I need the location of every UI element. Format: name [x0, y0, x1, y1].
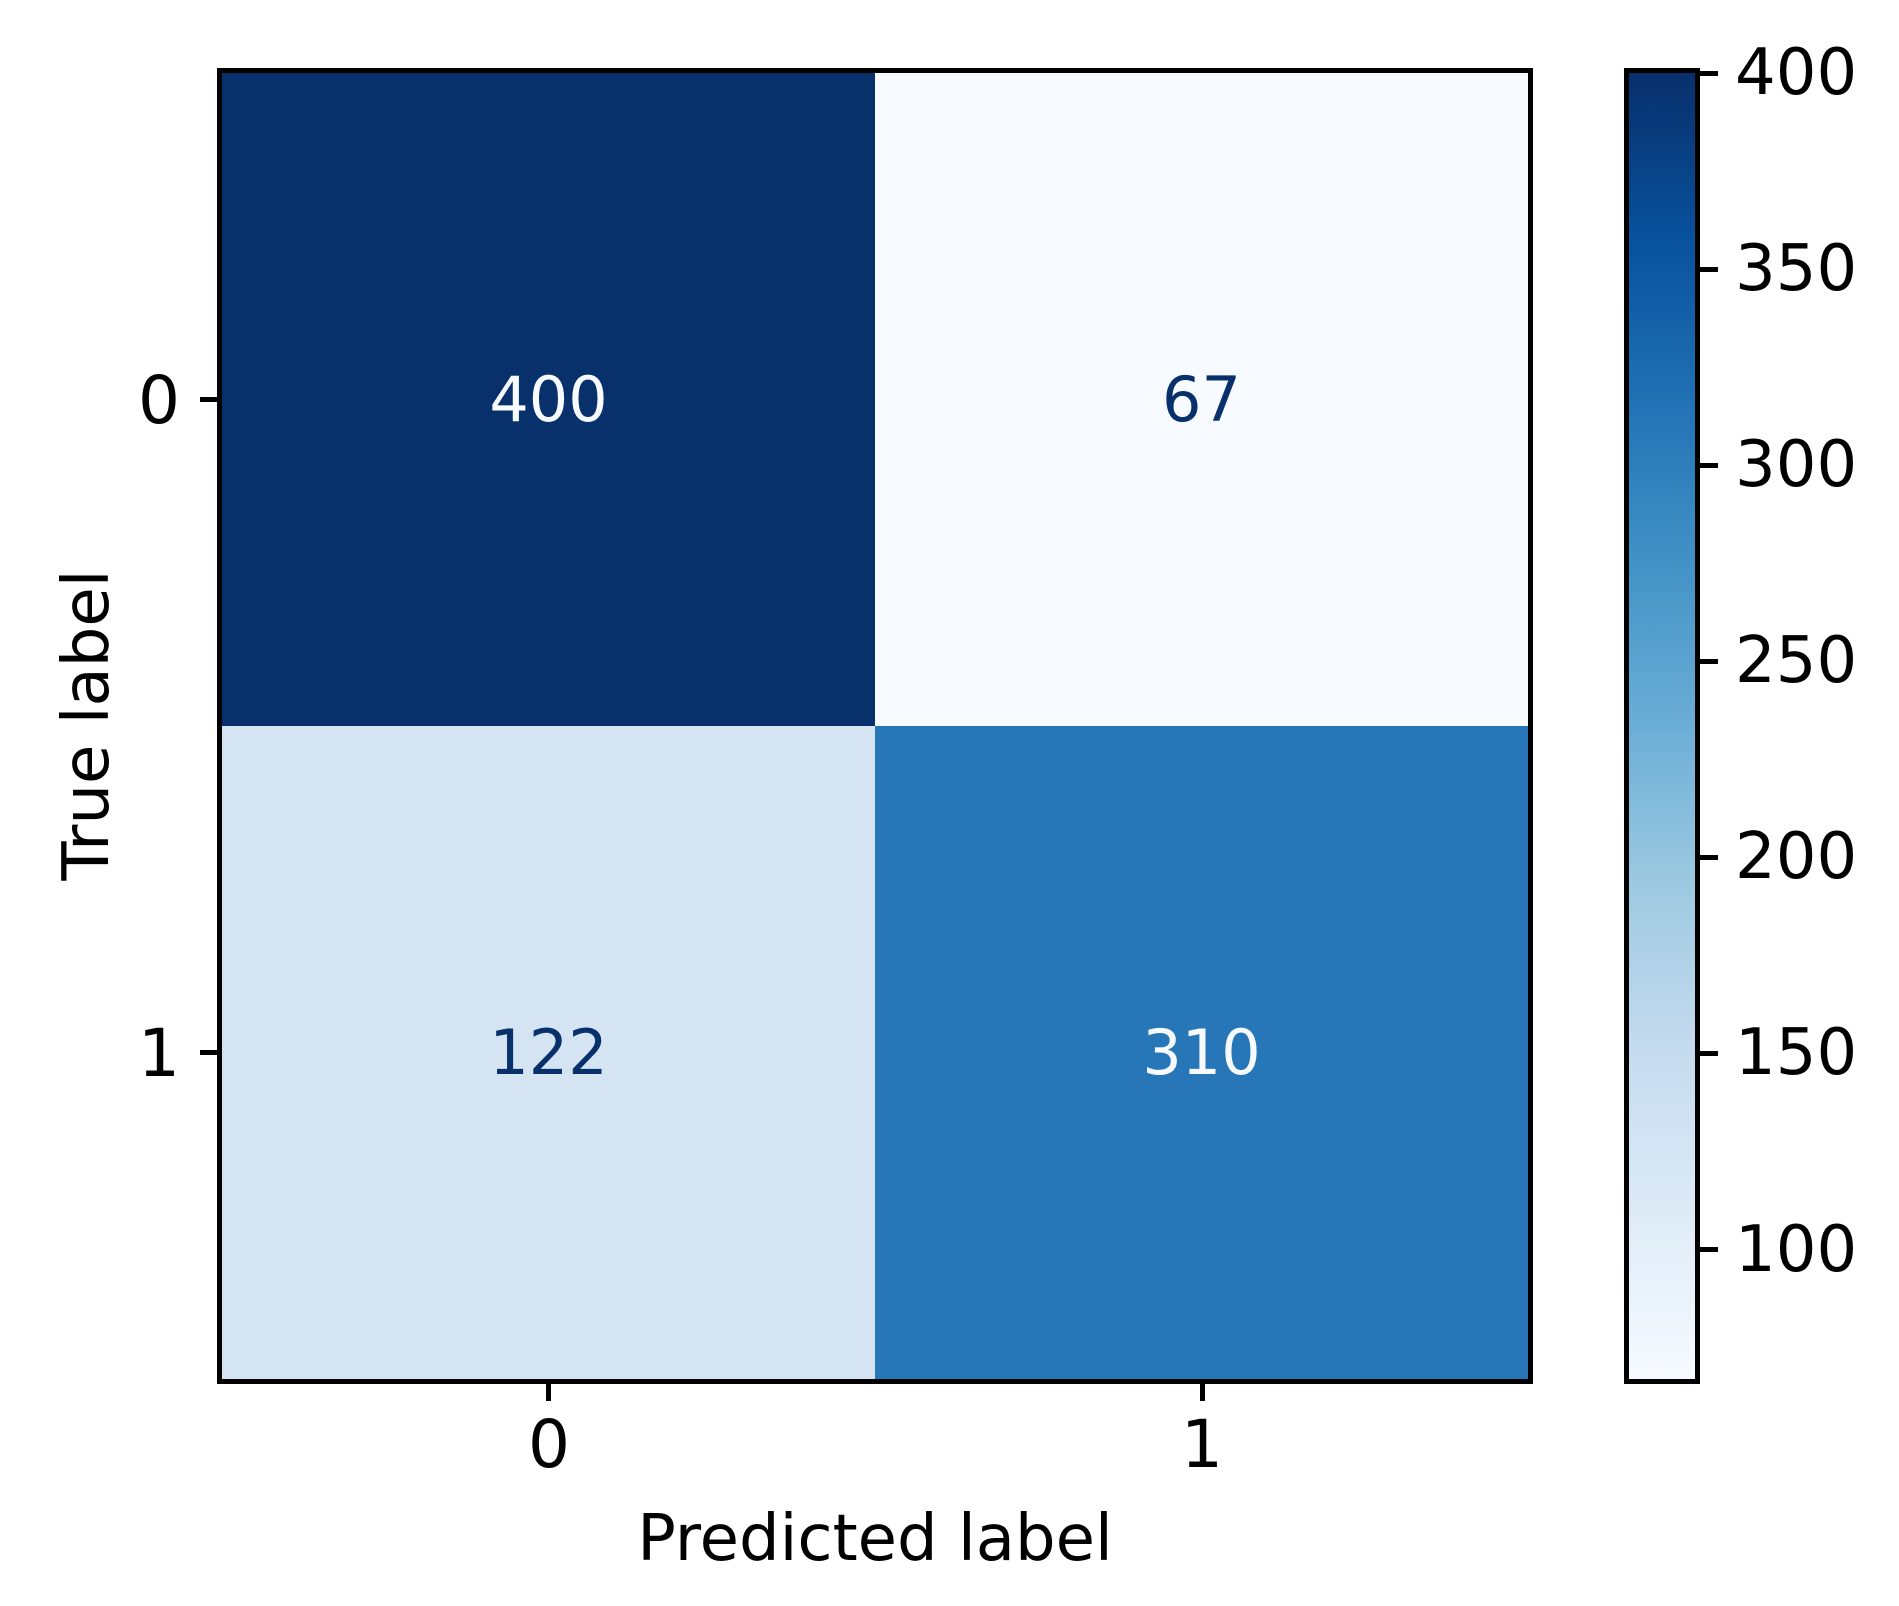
- x-axis-title: Predicted label: [637, 1502, 1113, 1576]
- colorbar-tick: [1700, 1050, 1718, 1056]
- y-tick-label-1: 1: [138, 1015, 180, 1092]
- colorbar-tick-label: 250: [1735, 624, 1858, 699]
- colorbar-tick-label: 300: [1735, 428, 1858, 503]
- colorbar-tick-label: 350: [1735, 232, 1858, 307]
- colorbar-tick-label: 150: [1735, 1016, 1858, 1091]
- y-axis-title: True label: [50, 569, 125, 881]
- cell-true1-pred1: 310: [875, 726, 1528, 1379]
- colorbar-tick-label: 100: [1735, 1212, 1858, 1287]
- y-tick-label-0: 0: [138, 362, 180, 439]
- colorbar-tick: [1700, 1247, 1718, 1253]
- y-axis-tick-0: [200, 397, 217, 402]
- x-axis-tick-1: [1200, 1384, 1205, 1401]
- heatmap-grid: 400 67 122 310: [222, 73, 1528, 1379]
- x-tick-label-0: 0: [528, 1406, 570, 1483]
- colorbar-tick-label: 200: [1735, 820, 1858, 895]
- y-axis-tick-1: [200, 1050, 217, 1055]
- cell-true0-pred1: 67: [875, 73, 1528, 726]
- cell-true0-pred0: 400: [222, 73, 875, 726]
- colorbar-tick: [1700, 70, 1718, 76]
- colorbar-tick-label: 400: [1735, 36, 1858, 110]
- x-axis-tick-0: [546, 1384, 551, 1401]
- colorbar: [1624, 68, 1700, 1384]
- colorbar-tick: [1700, 266, 1718, 272]
- x-tick-label-1: 1: [1181, 1406, 1223, 1483]
- colorbar-tick: [1700, 462, 1718, 468]
- colorbar-tick: [1700, 854, 1718, 860]
- colorbar-tick: [1700, 658, 1718, 664]
- cell-true1-pred0: 122: [222, 726, 875, 1379]
- heatmap-axes: 400 67 122 310: [217, 68, 1533, 1384]
